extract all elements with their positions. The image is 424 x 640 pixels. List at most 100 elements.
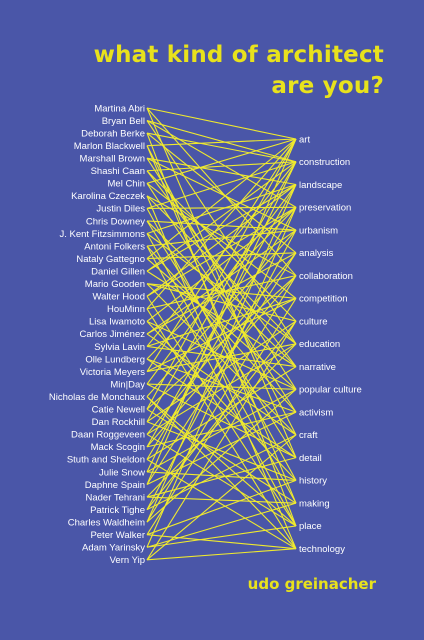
topic-label: culture	[299, 316, 328, 327]
connection-line	[146, 320, 297, 510]
topic-label: place	[299, 521, 322, 532]
architect-name: Catie Newell	[92, 405, 145, 416]
architect-name: Julie Snow	[99, 467, 145, 478]
connection-line	[146, 184, 297, 272]
connection-line	[146, 161, 297, 347]
architect-name: Antoni Folkers	[84, 241, 145, 252]
connection-line	[146, 161, 297, 209]
topic-label: collaboration	[299, 271, 353, 282]
connection-line	[146, 184, 297, 385]
architect-name: Justin Diles	[96, 204, 145, 215]
architect-name: Nicholas de Monchaux	[49, 392, 145, 403]
connection-line	[146, 207, 297, 548]
connection-line	[146, 229, 297, 398]
connection-line	[146, 471, 297, 481]
connection-line	[146, 229, 297, 510]
connection-line	[146, 502, 297, 548]
connection-line	[146, 220, 297, 231]
topic-label: analysis	[299, 248, 334, 259]
architect-name: Nataly Gattegno	[76, 254, 145, 265]
topic-label: history	[299, 476, 327, 487]
architect-name: Stuth and Sheldon	[67, 455, 145, 466]
connection-line	[146, 120, 297, 163]
connection-line	[146, 358, 297, 459]
architect-name: Peter Walker	[90, 530, 145, 541]
connection-line	[146, 182, 297, 413]
connection-line	[146, 161, 297, 172]
architect-name: Mel Chin	[108, 179, 146, 190]
architect-name: Lisa Iwamoto	[89, 317, 145, 328]
connection-line	[146, 206, 297, 209]
connection-line	[146, 388, 297, 523]
connection-line	[146, 343, 297, 498]
connection-line	[146, 107, 297, 140]
connection-line	[146, 206, 297, 322]
architect-name: Daphne Spain	[85, 480, 145, 491]
connection-line	[146, 275, 297, 410]
connection-line	[146, 366, 297, 460]
topic-label: art	[299, 134, 310, 145]
architect-name: Mack Scogin	[91, 442, 145, 453]
topic-label: craft	[299, 430, 318, 441]
architect-name: Charles Waldheim	[68, 517, 145, 528]
topic-label: making	[299, 498, 330, 509]
connection-line	[146, 275, 297, 523]
connection-line	[146, 270, 297, 368]
architect-name: Nader Tehrani	[85, 492, 145, 503]
connection-line	[146, 161, 297, 473]
topic-label: landscape	[299, 180, 342, 191]
connection-line	[146, 195, 297, 277]
connection-line	[146, 320, 297, 561]
connection-line	[146, 421, 297, 481]
connection-line	[146, 138, 297, 372]
connection-line	[146, 297, 297, 347]
connection-line	[146, 343, 297, 373]
architect-name: Karolina Czeczek	[71, 191, 145, 202]
connection-line	[146, 411, 297, 448]
connection-line	[146, 132, 297, 163]
connection-line	[146, 320, 297, 481]
author-name: udo greinacher	[247, 575, 376, 593]
connection-line	[146, 252, 297, 485]
architect-name: Daniel Gillen	[91, 266, 145, 277]
architect-name: HouMinn	[107, 304, 145, 315]
connection-line	[146, 145, 297, 436]
connection-line	[146, 534, 297, 550]
architect-name: Dan Rockhill	[92, 417, 145, 428]
topic-label: urbanism	[299, 225, 338, 236]
connection-line	[146, 206, 297, 297]
connection-line	[146, 138, 297, 485]
architect-name: Adam Yarinsky	[82, 543, 145, 554]
connection-line	[146, 161, 297, 423]
architect-name: Walter Hood	[93, 292, 145, 303]
topic-label: construction	[299, 157, 350, 168]
connection-line	[146, 252, 297, 335]
architect-name: Shashi Caan	[91, 166, 145, 177]
architect-name: J. Kent Fitzsimmons	[59, 229, 145, 240]
connection-line	[146, 525, 297, 548]
connection-line	[146, 245, 297, 413]
connection-line	[146, 383, 297, 390]
connection-line	[146, 229, 297, 335]
connection-line	[146, 138, 297, 260]
topic-label: technology	[299, 544, 345, 555]
topic-label: competition	[299, 294, 348, 305]
connection-line	[146, 434, 297, 511]
connection-line	[146, 479, 297, 536]
connection-line	[146, 434, 297, 561]
connection-line	[146, 458, 297, 550]
connection-line	[146, 283, 297, 322]
connection-line	[146, 411, 297, 485]
architect-name: Deborah Berke	[81, 128, 145, 139]
connection-line	[146, 138, 297, 310]
architect-name: Min|Day	[110, 379, 145, 390]
topic-label: activism	[299, 407, 333, 418]
connection-line	[146, 161, 297, 272]
connection-line	[146, 345, 297, 368]
architect-name: Carlos Jiménez	[80, 329, 146, 340]
architect-name: Olle Lundberg	[85, 354, 145, 365]
architect-name: Chris Downey	[86, 216, 145, 227]
connection-line	[146, 138, 297, 410]
topic-label: detail	[299, 453, 322, 464]
